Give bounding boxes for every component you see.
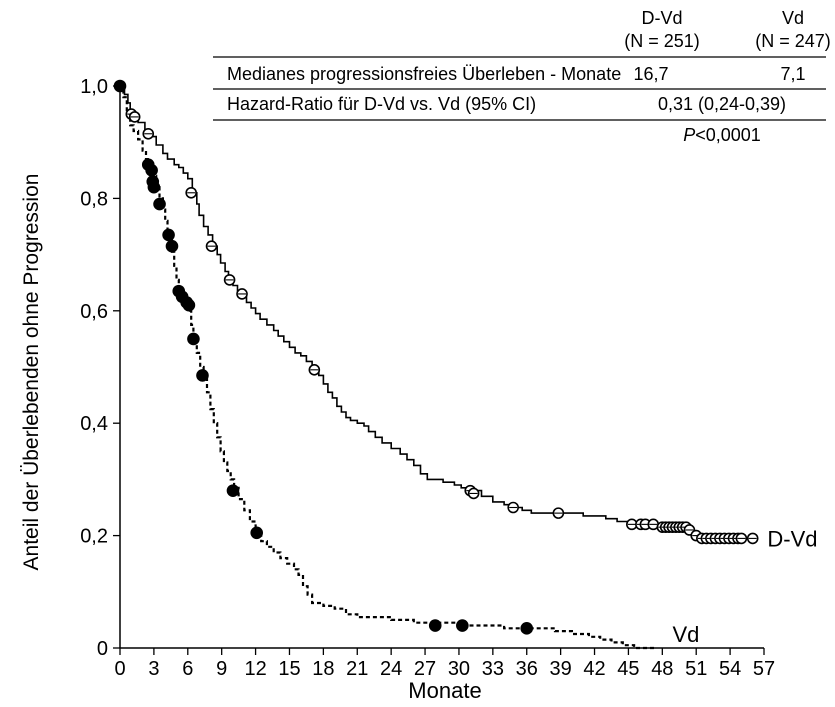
x-tick-label: 54	[719, 658, 741, 680]
x-tick-label: 24	[380, 658, 402, 680]
censor-marker-vd	[147, 180, 161, 194]
censor-marker-vd	[187, 332, 200, 346]
x-tick-label: 42	[583, 658, 605, 680]
x-tick-label: 36	[516, 658, 538, 680]
table-header-vd-name: Vd	[782, 8, 804, 28]
table-row-median-label: Medianes progressionsfreies Überleben - …	[227, 64, 621, 84]
axes: 0 3 6 9 12 15 18 21 24 27 30 33 36 39 42 45 48 51 54 57 00,…	[80, 76, 775, 680]
censor-marker-vd	[520, 622, 534, 635]
series-line-d-vd	[120, 85, 757, 540]
x-tick-label: 27	[414, 658, 436, 680]
p-value-symbol: P	[683, 125, 695, 145]
series-line-vd	[120, 84, 657, 650]
y-tick-label: 0,2	[80, 526, 108, 548]
y-ticks: 0 0,2 0,4 0,6 0,8 1,0	[80, 76, 120, 660]
x-tick-label: 57	[753, 658, 775, 680]
table-header-dvd-name: D-Vd	[641, 8, 682, 28]
censor-marker-vd	[182, 298, 196, 312]
x-tick-label: 12	[244, 658, 266, 680]
censor-markers	[113, 79, 759, 635]
table-header-vd-n: (N = 247)	[755, 31, 831, 51]
censor-marker-vd	[250, 526, 264, 540]
table-row-median-dvd: 16,7	[633, 64, 668, 84]
summary-table: D-Vd (N = 251) Vd (N = 247) Medianes pro…	[213, 8, 831, 145]
table-header-dvd-n: (N = 251)	[624, 31, 700, 51]
x-axis-label: Monate	[408, 678, 481, 703]
p-value: P<0,0001	[683, 125, 761, 145]
y-tick-label: 0,6	[80, 301, 108, 323]
x-tick-label: 9	[216, 658, 227, 680]
y-tick-label: 0	[97, 638, 108, 660]
censor-marker-vd	[145, 164, 158, 177]
x-tick-label: 0	[114, 658, 125, 680]
x-tick-label: 21	[346, 658, 368, 680]
plot-area	[113, 79, 759, 650]
censor-marker-vd	[456, 619, 469, 632]
x-tick-label: 51	[685, 658, 707, 680]
x-tick-label: 45	[617, 658, 639, 680]
series-labels: D-Vd Vd	[672, 526, 817, 647]
censor-marker-vd	[226, 484, 240, 497]
series-lines	[120, 84, 757, 650]
table-row-median-vd: 7,1	[780, 64, 805, 84]
y-tick-label: 1,0	[80, 76, 108, 98]
y-tick-label: 0,4	[80, 413, 108, 435]
censor-marker-vd	[153, 197, 166, 211]
x-ticks: 0 3 6 9 12 15 18 21 24 27 30 33 36 39 42 45 48 51 54 57	[114, 648, 775, 680]
x-tick-label: 48	[651, 658, 673, 680]
y-axis-label: Anteil der Überlebenden ohne Progression	[20, 174, 43, 571]
x-tick-label: 3	[148, 658, 159, 680]
x-tick-label: 6	[182, 658, 193, 680]
series-label-vd: Vd	[672, 622, 699, 647]
table-row-hazard-label: Hazard-Ratio für D-Vd vs. Vd (95% CI)	[227, 94, 536, 114]
x-tick-label: 30	[448, 658, 470, 680]
censor-marker-vd	[196, 369, 209, 382]
censor-marker-vd	[428, 619, 442, 632]
series-label-d-vd: D-Vd	[767, 526, 817, 551]
y-tick-label: 0,8	[80, 188, 108, 210]
p-value-number: <0,0001	[695, 125, 761, 145]
censor-marker-vd	[165, 239, 179, 253]
table-row-hazard-value: 0,31 (0,24-0,39)	[658, 94, 786, 114]
x-tick-label: 39	[550, 658, 572, 680]
censor-marker-vd	[162, 228, 175, 242]
x-tick-label: 18	[312, 658, 334, 680]
x-tick-label: 15	[278, 658, 300, 680]
x-tick-label: 33	[482, 658, 504, 680]
